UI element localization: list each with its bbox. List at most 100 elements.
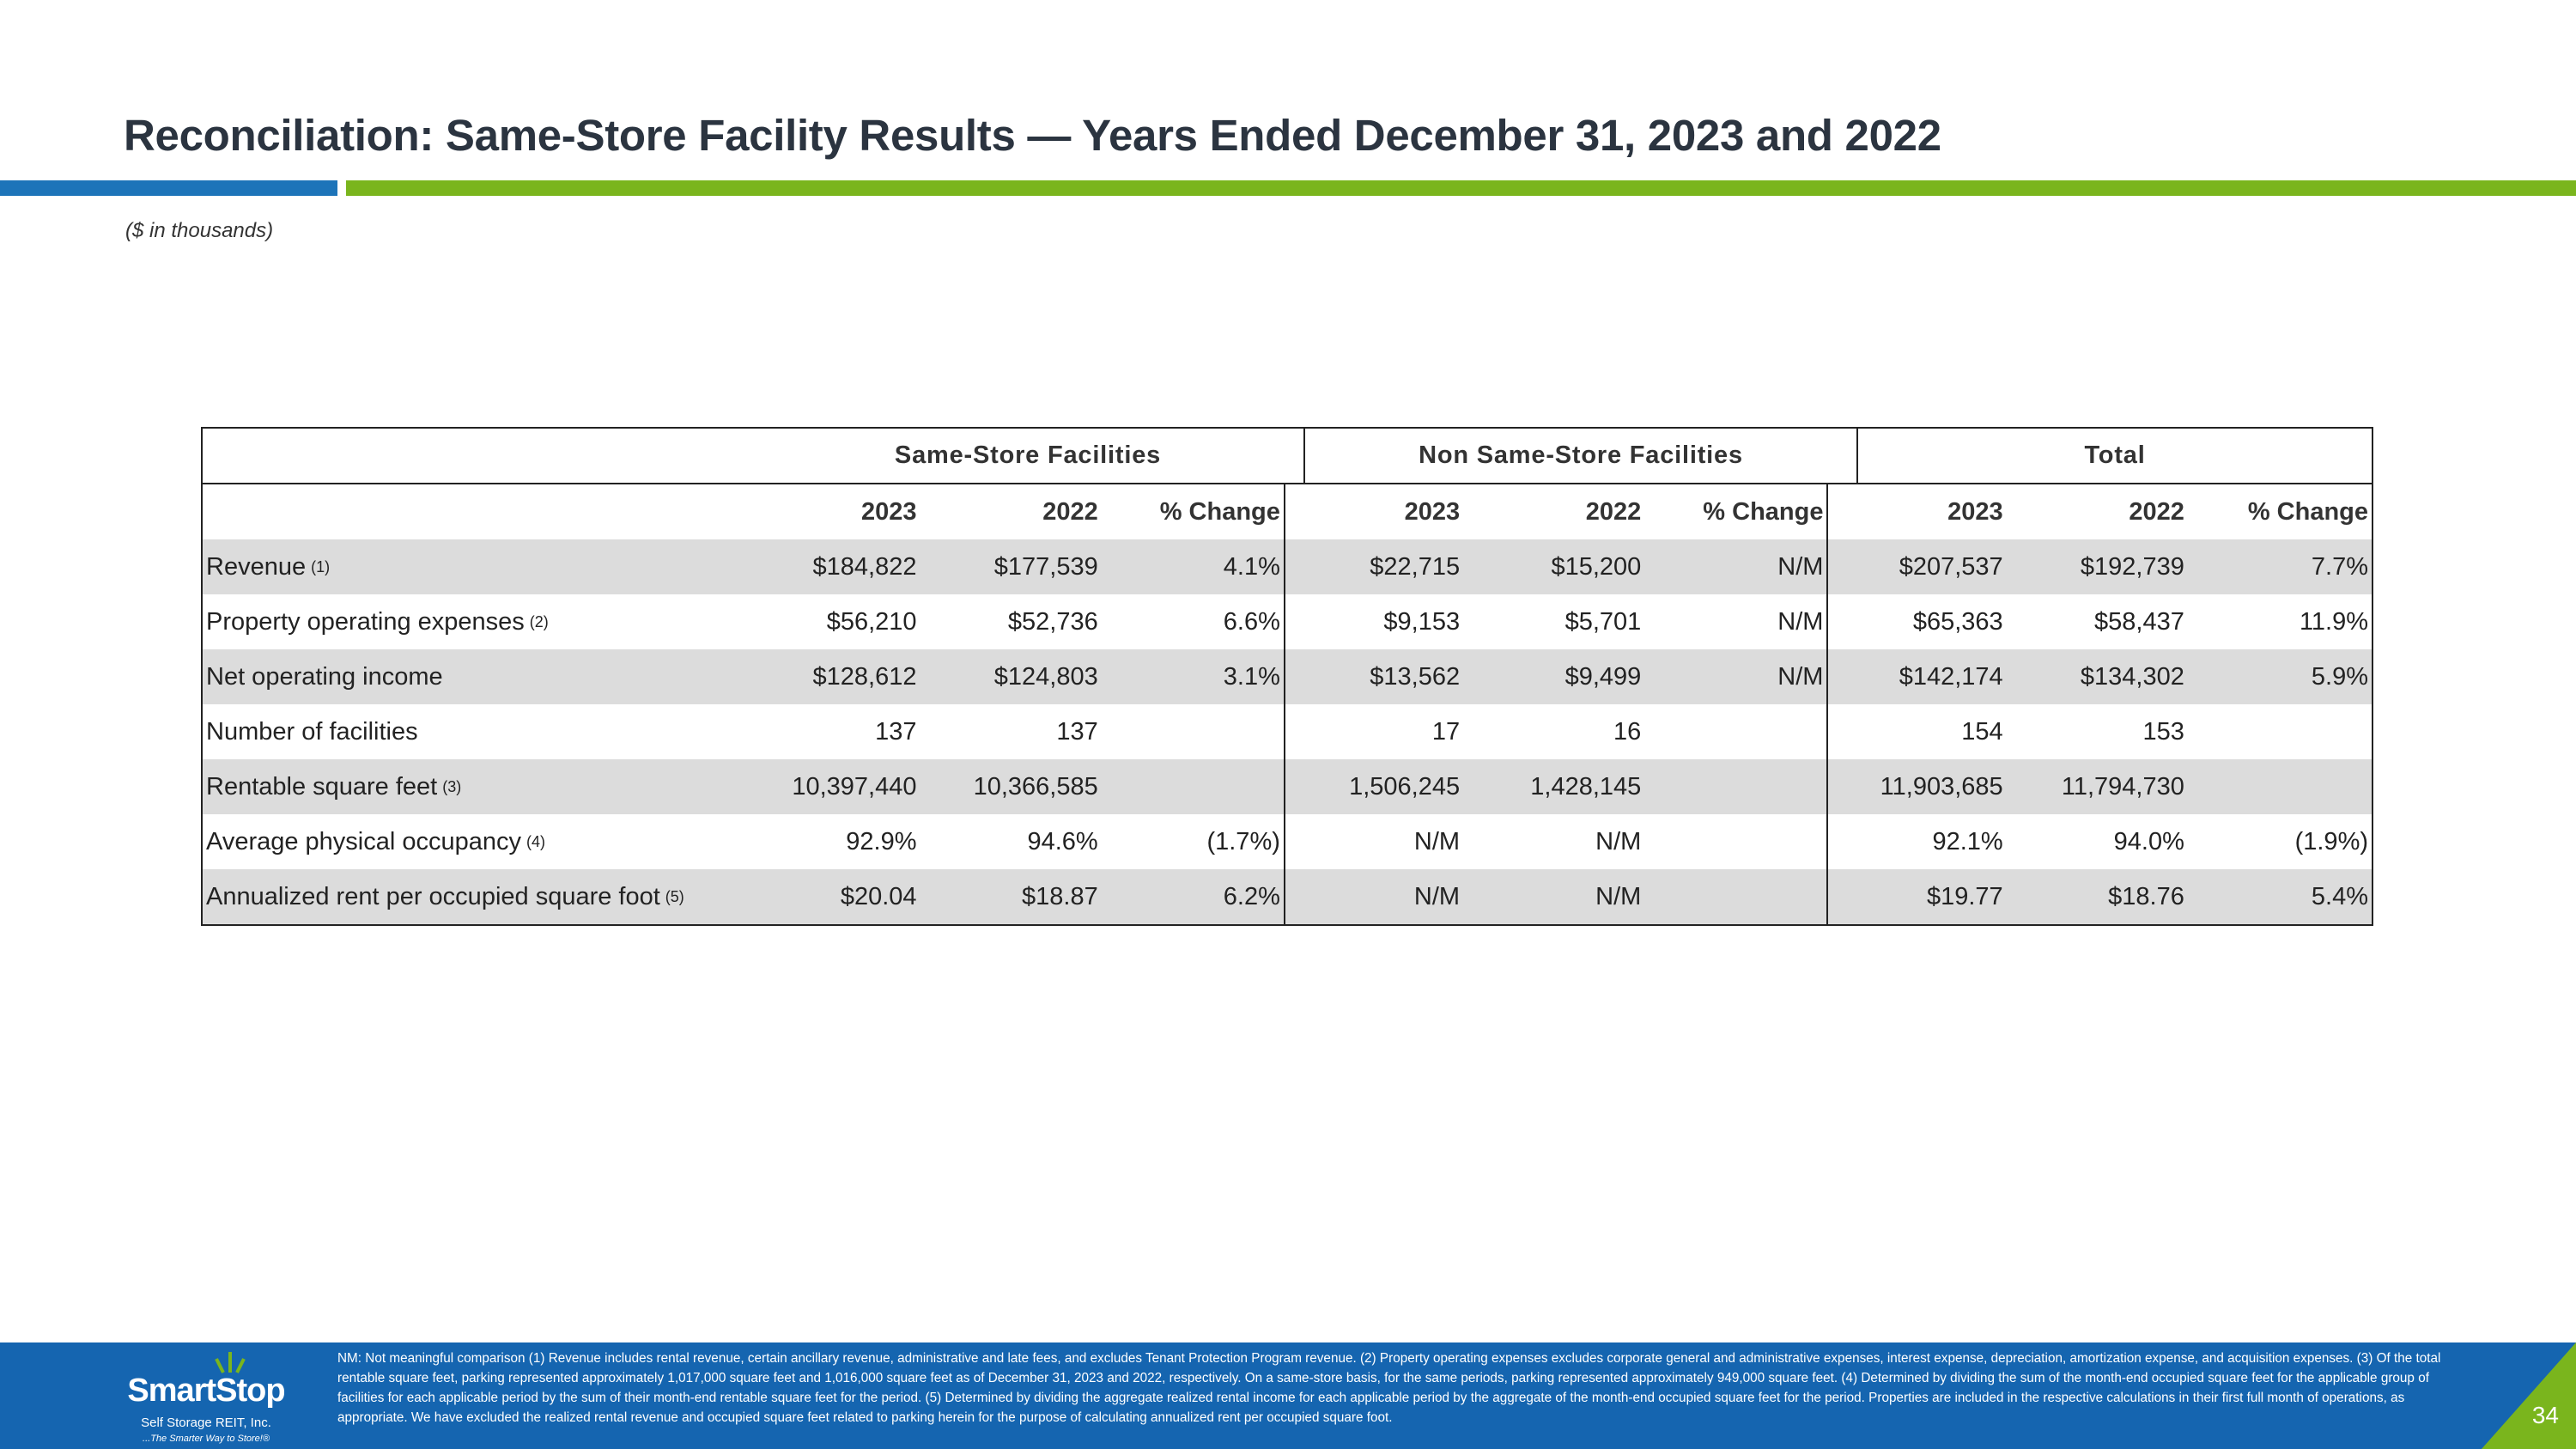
footer-corner-accent <box>2482 1342 2576 1449</box>
table-row: Revenue (1) $184,822 $177,539 4.1% $22,715 $15… <box>203 539 2372 594</box>
table-cell: 4.1% <box>1105 539 1285 594</box>
table-group-header-row: Same-Store Facilities Non Same-Store Fac… <box>203 429 2372 484</box>
group-header-non-same-store: Non Same-Store Facilities <box>1305 429 1858 483</box>
column-header: 2022 <box>2129 497 2184 526</box>
table-cell: 137 <box>1056 717 1098 746</box>
row-label: Net operating income <box>203 649 742 704</box>
table-cell: $65,363 <box>1912 607 2003 636</box>
page-title: Reconciliation: Same-Store Facility Resu… <box>124 111 1941 160</box>
row-label-text: Net operating income <box>206 662 443 691</box>
table-row: Number of facilities 137 137 17 16 154 153 <box>203 704 2372 759</box>
column-header: 2023 <box>861 497 917 526</box>
footnote-marker: (4) <box>526 832 546 850</box>
table-cell: $22,715 <box>1370 552 1461 581</box>
row-label: Revenue (1) <box>203 539 742 594</box>
page-number: 34 <box>2531 1402 2559 1428</box>
table-cell: $124,803 <box>993 662 1098 691</box>
table-cell: $177,539 <box>993 552 1098 581</box>
column-header: 2022 <box>1042 497 1098 526</box>
column-header: % Change <box>1648 484 1829 539</box>
table-cell <box>1105 759 1285 814</box>
footnote-marker: (2) <box>529 612 549 630</box>
column-header: 2023 <box>1404 497 1461 526</box>
table-cell: 7.7% <box>2311 552 2369 581</box>
table-cell: $58,437 <box>2094 607 2184 636</box>
group-header-total: Total <box>2084 441 2146 469</box>
accent-bar-blue <box>0 180 337 196</box>
table-cell: 94.6% <box>1027 827 1098 855</box>
footnote-marker: (3) <box>442 777 462 795</box>
table-cell <box>2191 759 2372 814</box>
table-cell: 153 <box>2142 717 2184 746</box>
table-cell: $184,822 <box>812 552 917 581</box>
table-cell <box>1648 704 1829 759</box>
table-row: Annualized rent per occupied square foot… <box>203 869 2372 924</box>
table-cell <box>1648 814 1829 869</box>
table-cell: N/M <box>1413 827 1461 855</box>
table-cell: $18.76 <box>2108 882 2184 910</box>
table-cell: $9,499 <box>1564 662 1642 691</box>
row-label-text: Rentable square feet <box>206 772 438 801</box>
column-header: % Change <box>2247 497 2369 526</box>
table-cell: (1.9%) <box>2294 827 2369 855</box>
table-cell <box>1648 869 1829 924</box>
table-cell: 11.9% <box>2299 607 2369 636</box>
column-header: 2023 <box>1947 497 2003 526</box>
table-cell: 94.0% <box>2113 827 2184 855</box>
row-label: Average physical occupancy (4) <box>203 814 742 869</box>
row-label-text: Revenue <box>206 552 307 581</box>
table-cell: $56,210 <box>826 607 917 636</box>
table-cell: 154 <box>1961 717 2003 746</box>
logo-tagline: ...The Smarter Way to Store!® <box>143 1434 270 1444</box>
column-header-label <box>203 484 742 539</box>
table-cell: $192,739 <box>2080 552 2184 581</box>
table-cell: $142,174 <box>1899 662 2003 691</box>
table-cell: 92.9% <box>846 827 917 855</box>
results-table: Same-Store Facilities Non Same-Store Fac… <box>201 427 2373 926</box>
table-cell: $5,701 <box>1564 607 1642 636</box>
footnote-marker: (5) <box>665 887 684 905</box>
table-cell: (1.7%) <box>1105 814 1285 869</box>
table-cell <box>2191 704 2372 759</box>
table-cell: $15,200 <box>1551 552 1642 581</box>
table-cell: $20.04 <box>840 882 917 910</box>
table-cell: 16 <box>1613 717 1642 746</box>
table-cell: $52,736 <box>1007 607 1098 636</box>
table-cell: 6.2% <box>1105 869 1285 924</box>
table-cell: $207,537 <box>1899 552 2003 581</box>
table-row: Average physical occupancy (4) 92.9% 94.6%(… <box>203 814 2372 869</box>
table-row: Property operating expenses (2) $56,210 $52… <box>203 594 2372 649</box>
table-cell: 6.6% <box>1105 594 1285 649</box>
footer-band <box>0 1342 2576 1449</box>
footnote-text: NM: Not meaningful comparison (1) Revenu… <box>337 1351 2441 1425</box>
table-cell <box>1648 759 1829 814</box>
table-cell: $9,153 <box>1383 607 1461 636</box>
table-cell: N/M <box>1648 649 1829 704</box>
row-label: Rentable square feet (3) <box>203 759 742 814</box>
table-body: Revenue (1) $184,822 $177,539 4.1% $22,715 $15… <box>203 539 2372 924</box>
table-cell <box>1105 704 1285 759</box>
table-cell: 1,428,145 <box>1530 772 1642 801</box>
table-cell: 10,366,585 <box>973 772 1098 801</box>
table-cell: 3.1% <box>1105 649 1285 704</box>
row-label-text: Annualized rent per occupied square foot <box>206 882 660 910</box>
footnote-marker: (1) <box>311 557 331 575</box>
logo-spark-icon <box>215 1352 246 1373</box>
row-label: Property operating expenses (2) <box>203 594 742 649</box>
table-cell: 11,903,685 <box>1880 772 2003 801</box>
table-cell: 17 <box>1431 717 1461 746</box>
table-cell: N/M <box>1595 827 1642 855</box>
table-cell: $134,302 <box>2080 662 2184 691</box>
table-cell: $19.77 <box>1926 882 2003 910</box>
smartstop-logo: SmartStop Self Storage REIT, Inc. ...The… <box>120 1347 292 1446</box>
logo-name: SmartStop <box>127 1373 285 1409</box>
table-cell: 10,397,440 <box>792 772 917 801</box>
table-row: Rentable square feet (3) 10,397,440 10,366,… <box>203 759 2372 814</box>
row-label: Annualized rent per occupied square foot… <box>203 869 742 924</box>
table-cell: 11,794,730 <box>2061 772 2184 801</box>
units-note: ($ in thousands) <box>125 219 274 242</box>
table-column-header-row: 2023 2022 % Change 2023 2022 % Change 20… <box>203 484 2372 539</box>
table-cell: 5.4% <box>2311 882 2369 910</box>
row-label-text: Property operating expenses <box>206 607 525 636</box>
table-cell: 1,506,245 <box>1349 772 1461 801</box>
